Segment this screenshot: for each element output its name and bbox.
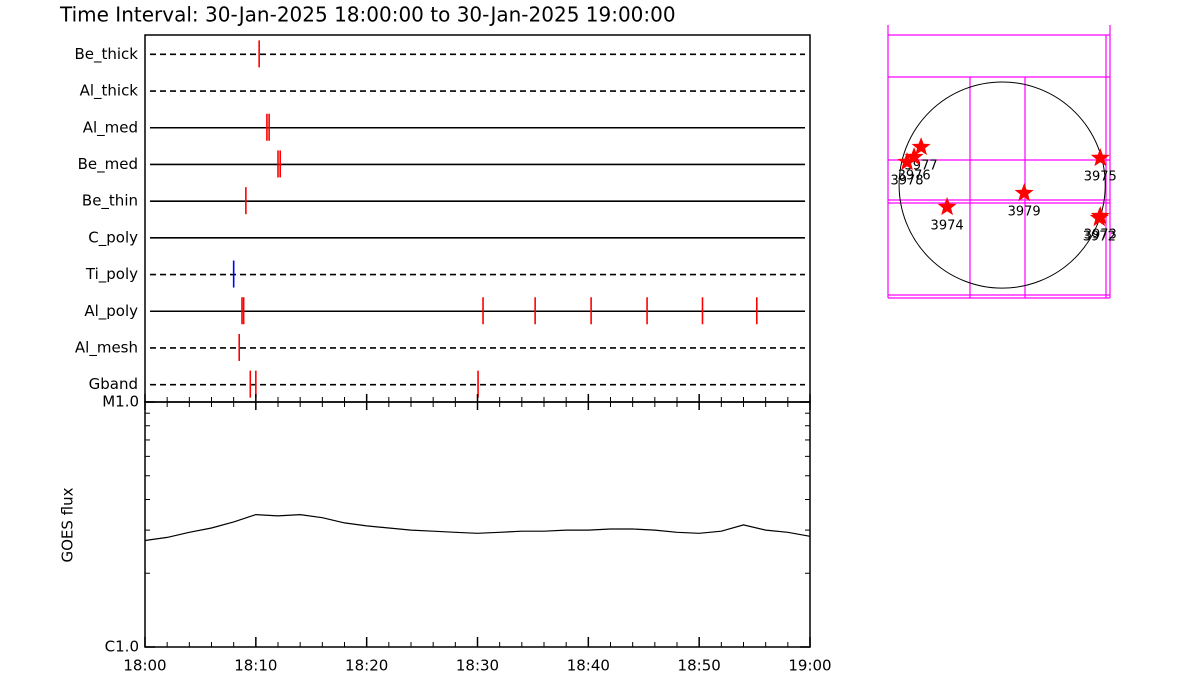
solar-disk: [898, 81, 1106, 289]
ar-label: 3978: [890, 174, 923, 189]
y-axis-label: GOES flux: [59, 487, 77, 562]
chart-title: Time Interval: 30-Jan-2025 18:00:00 to 3…: [59, 3, 676, 27]
ar-label: 3974: [931, 219, 964, 234]
y-tick-label: M1.0: [102, 393, 139, 411]
row-label: Be_thin: [82, 192, 138, 211]
fov-boxes: [887, 25, 1111, 299]
y-tick-label: C1.0: [105, 638, 139, 656]
active-region: [937, 197, 957, 216]
active-region: [911, 137, 931, 156]
active-region: [904, 147, 924, 166]
x-tick-label: 18:00: [123, 657, 166, 675]
row-label: Al_mesh: [75, 338, 138, 357]
row-label: Gband: [89, 375, 138, 393]
row-label: C_poly: [88, 228, 138, 247]
row-label: Be_med: [78, 155, 138, 174]
active-region: [1014, 183, 1034, 202]
x-tick-label: 18:40: [567, 657, 610, 675]
active-region: [897, 152, 917, 171]
x-tick-label: 18:10: [234, 657, 277, 675]
row-label: Ti_poly: [85, 265, 138, 284]
active-region: [1089, 208, 1109, 227]
ar-label: 3979: [1008, 205, 1041, 220]
active-region: [1090, 148, 1110, 167]
ar-label: 3973: [1084, 228, 1117, 243]
x-tick-label: 19:00: [788, 657, 831, 675]
x-tick-label: 18:50: [678, 657, 721, 675]
row-label: Al_med: [83, 118, 138, 137]
row-label: Al_thick: [80, 82, 139, 101]
goes-line: [144, 513, 811, 542]
row-label: Be_thick: [74, 45, 138, 64]
x-tick-label: 18:20: [345, 657, 388, 675]
x-tick-label: 18:30: [456, 657, 499, 675]
ar-label: 3975: [1084, 170, 1117, 185]
ar-label: 3972: [1083, 230, 1116, 245]
ar-label: 3976: [898, 169, 931, 184]
row-label: Al_poly: [84, 302, 138, 321]
